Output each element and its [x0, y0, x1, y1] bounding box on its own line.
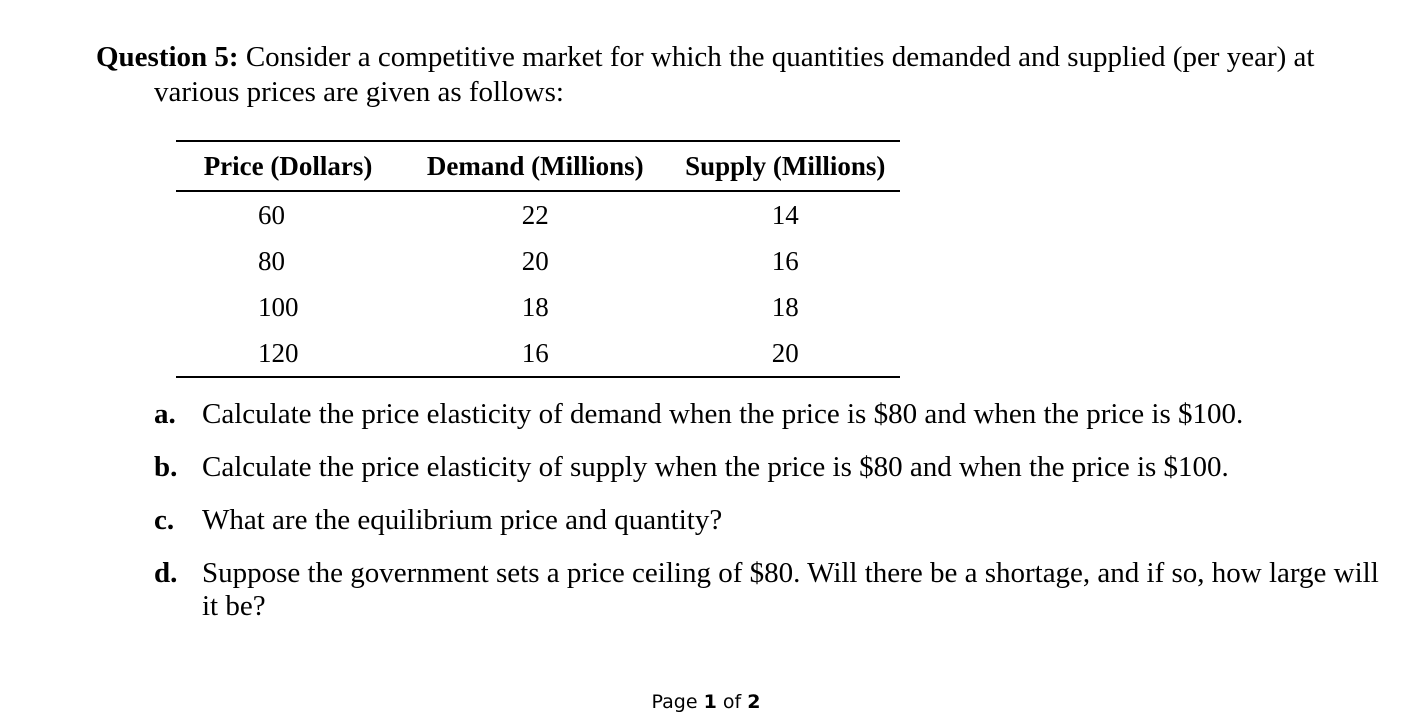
cell-price: 120: [258, 337, 299, 368]
table-row: 100 18 18: [176, 284, 900, 330]
page-number-footer: Page 1 of 2: [0, 690, 1412, 714]
table-header-row: Price (Dollars) Demand (Millions) Supply…: [176, 141, 900, 191]
part-letter: b.: [154, 451, 178, 483]
cell-supply: 16: [771, 245, 799, 276]
part-c: c. What are the equilibrium price and qu…: [154, 504, 1394, 537]
header-demand: Demand (Millions): [426, 150, 644, 181]
footer-prefix: Page: [651, 691, 704, 713]
cell-demand: 16: [521, 337, 549, 368]
table-row: 60 22 14: [176, 191, 900, 238]
cell-supply: 14: [771, 199, 799, 230]
part-a: a. Calculate the price elasticity of dem…: [154, 398, 1394, 431]
part-text: What are the equilibrium price and quant…: [202, 504, 723, 536]
cell-supply: 20: [771, 337, 799, 368]
question-paragraph: Question 5: Consider a competitive marke…: [96, 40, 1384, 110]
table-row: 80 20 16: [176, 238, 900, 284]
part-letter: d.: [154, 557, 178, 589]
price-quantity-table: Price (Dollars) Demand (Millions) Supply…: [176, 140, 900, 378]
part-text: Calculate the price elasticity of supply…: [202, 451, 1229, 483]
cell-supply: 18: [771, 291, 799, 322]
cell-demand: 22: [521, 199, 549, 230]
part-letter: a.: [154, 398, 176, 430]
cell-price: 100: [258, 291, 299, 322]
table-row: 120 16 20: [176, 330, 900, 377]
part-letter: c.: [154, 504, 175, 536]
part-d: d. Suppose the government sets a price c…: [154, 557, 1394, 623]
cell-price: 80: [258, 245, 285, 276]
footer-middle: of: [716, 691, 748, 713]
part-text: Suppose the government sets a price ceil…: [202, 557, 1379, 622]
part-b: b. Calculate the price elasticity of sup…: [154, 451, 1394, 484]
header-supply: Supply (Millions): [685, 150, 886, 181]
current-page-number: 1: [703, 691, 717, 713]
cell-demand: 20: [521, 245, 549, 276]
question-parts-list: a. Calculate the price elasticity of dem…: [154, 398, 1394, 643]
part-text: Calculate the price elasticity of demand…: [202, 398, 1244, 430]
question-label: Question 5:: [96, 41, 239, 73]
cell-demand: 18: [521, 291, 549, 322]
total-page-count: 2: [747, 691, 761, 713]
question-text: Consider a competitive market for which …: [154, 41, 1315, 108]
header-price: Price (Dollars): [203, 150, 373, 181]
cell-price: 60: [258, 199, 285, 230]
